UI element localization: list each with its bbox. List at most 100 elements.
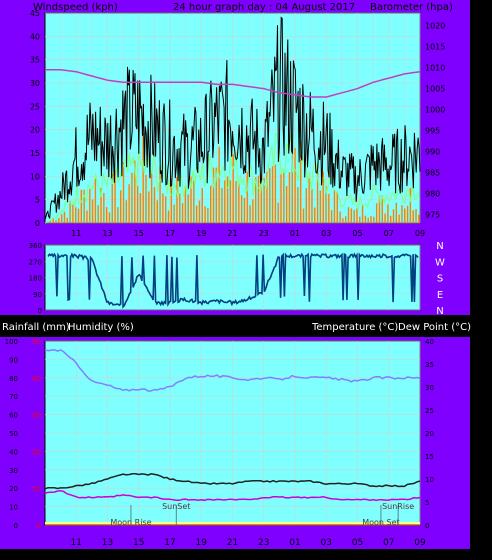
wind-bar (252, 199, 254, 223)
temp-x-tick: 19 (196, 538, 208, 548)
windspeed-label: Windspeed (kph) (33, 2, 118, 13)
humidity-y-tick: 30 (9, 467, 18, 475)
wind-bar (269, 168, 271, 223)
wind-bar (153, 187, 156, 223)
wind-bar (316, 163, 319, 223)
wind-bar (122, 162, 125, 223)
temp-x-tick: 17 (164, 538, 175, 548)
wind-bar (297, 187, 299, 223)
wind-bar (359, 216, 361, 223)
temp-x-tick: 11 (71, 538, 82, 548)
wind-bar (221, 187, 223, 223)
wind-x-tick: 13 (102, 229, 112, 238)
wind-bar (212, 167, 215, 223)
wind-bar (156, 200, 158, 223)
dew-point-label: Dew Point (°C) (398, 322, 471, 333)
wind-bar (49, 220, 52, 223)
wind-bar (75, 207, 77, 223)
dir-deg-tick: 180 (29, 275, 42, 283)
wind-bar (415, 208, 417, 223)
wind-y-tick: 10 (30, 172, 40, 181)
temp-x-tick: 09 (414, 538, 426, 548)
wind-bar (311, 188, 313, 223)
temp-x-tick: 21 (227, 538, 238, 548)
wind-y-tick: 0 (35, 219, 40, 228)
dir-deg-tick: 270 (29, 258, 42, 266)
wind-bar (60, 214, 63, 223)
wind-bar (255, 177, 257, 223)
wind-bar (150, 171, 153, 223)
wind-bar (58, 217, 60, 223)
wind-bar (148, 191, 150, 223)
wind-bar (94, 178, 97, 223)
wind-bar (353, 210, 355, 223)
wind-bar (325, 186, 327, 223)
barometer-line (45, 68, 421, 98)
wind-bar (387, 204, 389, 223)
wind-bar (117, 207, 119, 223)
humidity-y-tick: 80 (9, 375, 18, 383)
temp-y-tick: 10 (425, 476, 434, 484)
temp-y-tick: 0 (425, 522, 429, 530)
wind-average-line (44, 132, 419, 224)
wind-bar (179, 193, 181, 223)
wind-x-tick: 01 (290, 229, 300, 238)
wind-y-tick: 45 (30, 9, 40, 18)
wind-bar (314, 207, 316, 223)
wind-bar (373, 216, 375, 223)
wind-bar (131, 172, 133, 223)
wind-bar (142, 132, 144, 223)
wind-bar (345, 216, 347, 223)
baro-y-tick: 1005 (425, 85, 445, 94)
wind-bar (246, 171, 248, 223)
wind-bar (378, 195, 381, 223)
wind-bar (52, 218, 54, 223)
wind-bar (66, 217, 68, 223)
wind-bar (305, 188, 308, 223)
wind-bar (232, 154, 234, 223)
wind-bar (342, 218, 344, 223)
wind-bar (291, 149, 293, 223)
wind-bar (83, 189, 85, 223)
wind-bar (72, 204, 74, 223)
wind-bar (139, 193, 142, 223)
temp-x-tick: 07 (383, 538, 394, 548)
barometer-label: Barometer (hpa) (370, 2, 453, 13)
baro-y-tick: 1020 (425, 22, 445, 31)
wind-bar (277, 202, 279, 223)
rain-y-tick: 30 (32, 412, 41, 420)
dew-point-line (44, 489, 421, 502)
wind-x-tick: 23 (259, 229, 269, 238)
wind-bar (229, 180, 232, 223)
wind-x-tick: 07 (384, 229, 394, 238)
graph-title: 24 hour graph day : 04 August 2017 (173, 2, 355, 13)
wind-bar (210, 185, 212, 223)
wind-bar (125, 200, 128, 223)
humidity-line (44, 348, 421, 392)
temp-y-tick: 40 (425, 338, 434, 346)
wind-bar (375, 203, 378, 223)
dir-deg-tick: 0 (38, 307, 42, 315)
temp-x-tick: 05 (352, 538, 363, 548)
wind-bar (381, 195, 383, 223)
wind-bar (257, 175, 260, 223)
wind-bar (218, 146, 220, 223)
annotation-label: SunSet (162, 502, 190, 511)
wind-bar (238, 183, 240, 223)
humidity-y-tick: 0 (14, 522, 18, 530)
wind-x-tick: 05 (352, 229, 362, 238)
wind-bar (181, 203, 184, 223)
wind-x-tick: 09 (415, 229, 425, 238)
wind-direction-line (47, 252, 419, 309)
wind-bar (235, 181, 237, 223)
wind-x-tick: 17 (165, 229, 175, 238)
wind-bar (145, 174, 147, 223)
wind-y-tick: 40 (30, 32, 40, 41)
annotation-label: Moon Rise (110, 518, 151, 527)
wind-bar (302, 208, 305, 223)
wind-x-tick: 03 (321, 229, 331, 238)
temp-y-tick: 20 (425, 430, 434, 438)
humidity-y-tick: 40 (9, 448, 18, 456)
wind-bar (260, 173, 263, 223)
